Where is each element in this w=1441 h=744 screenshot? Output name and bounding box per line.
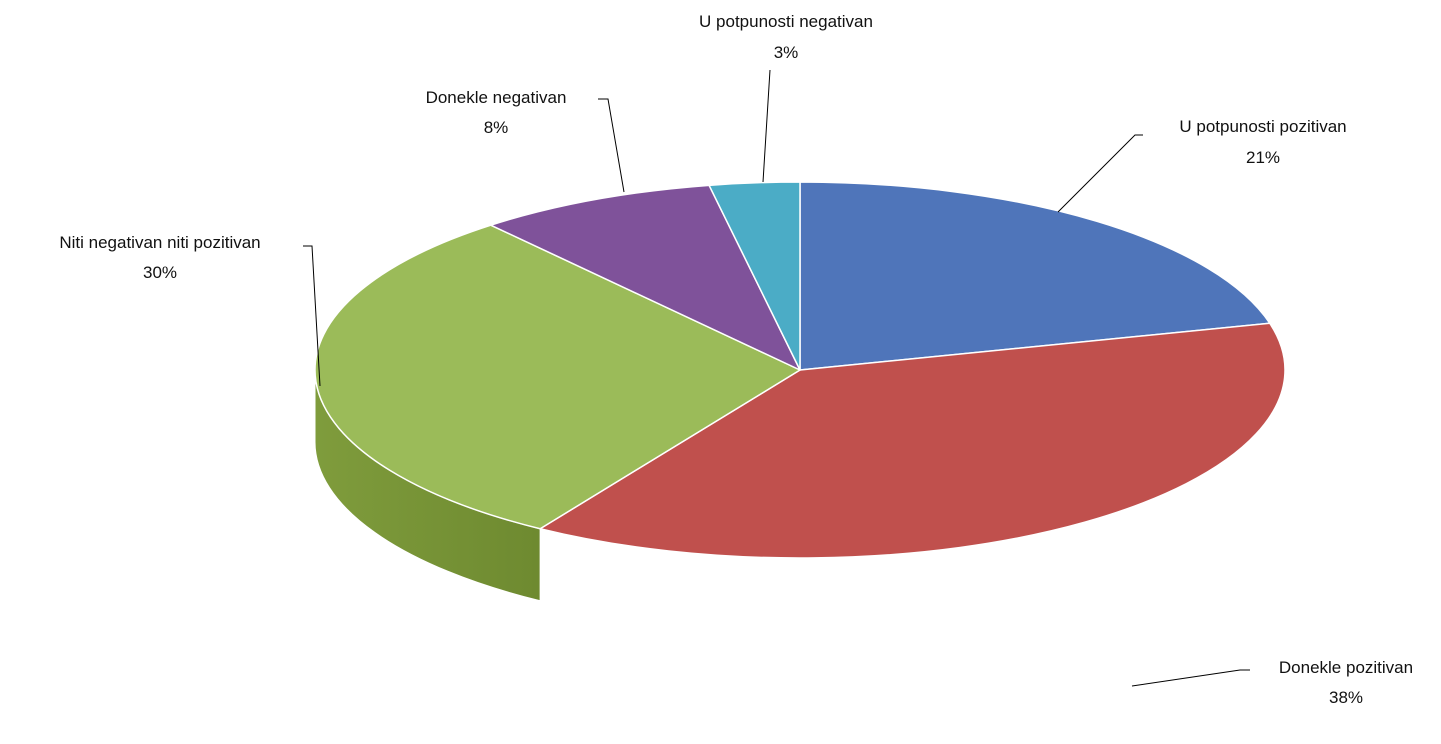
leader-line-donekle-pozitivan bbox=[1131, 669, 1250, 687]
slice-value-donekle-negativan: 8% bbox=[484, 118, 509, 137]
slice-value-niti-negativan-niti-pozitivan: 30% bbox=[143, 263, 177, 282]
slice-label-u-potpunosti-negativan: U potpunosti negativan bbox=[699, 12, 873, 31]
leader-line-donekle-negativan bbox=[598, 98, 625, 193]
leader-line-u-potpunosti-negativan bbox=[762, 69, 771, 183]
leader-line-u-potpunosti-pozitivan bbox=[1057, 134, 1143, 213]
slice-u-potpunosti-negativan bbox=[708, 181, 801, 371]
slice-value-donekle-pozitivan: 38% bbox=[1329, 688, 1363, 707]
slice-niti-negativan-niti-pozitivan bbox=[314, 224, 801, 530]
slice-value-u-potpunosti-pozitivan: 21% bbox=[1246, 148, 1280, 167]
slice-label-niti-negativan-niti-pozitivan: Niti negativan niti pozitivan bbox=[59, 233, 260, 252]
pie-tops bbox=[314, 181, 1286, 559]
slice-labels: U potpunosti pozitivan 21% Donekle pozitiv… bbox=[59, 12, 1413, 707]
slice-label-u-potpunosti-pozitivan: U potpunosti pozitivan bbox=[1179, 117, 1346, 136]
leader-lines bbox=[303, 69, 1250, 687]
slice-label-donekle-negativan: Donekle negativan bbox=[426, 88, 567, 107]
slice-donekle-negativan bbox=[490, 184, 801, 371]
slice-value-u-potpunosti-negativan: 3% bbox=[774, 43, 799, 62]
leader-line-niti-negativan-niti-pozitivan bbox=[303, 245, 321, 387]
slice-u-potpunosti-pozitivan bbox=[799, 181, 1271, 371]
slice-donekle-pozitivan bbox=[539, 322, 1286, 559]
slice-label-donekle-pozitivan: Donekle pozitivan bbox=[1279, 658, 1413, 677]
